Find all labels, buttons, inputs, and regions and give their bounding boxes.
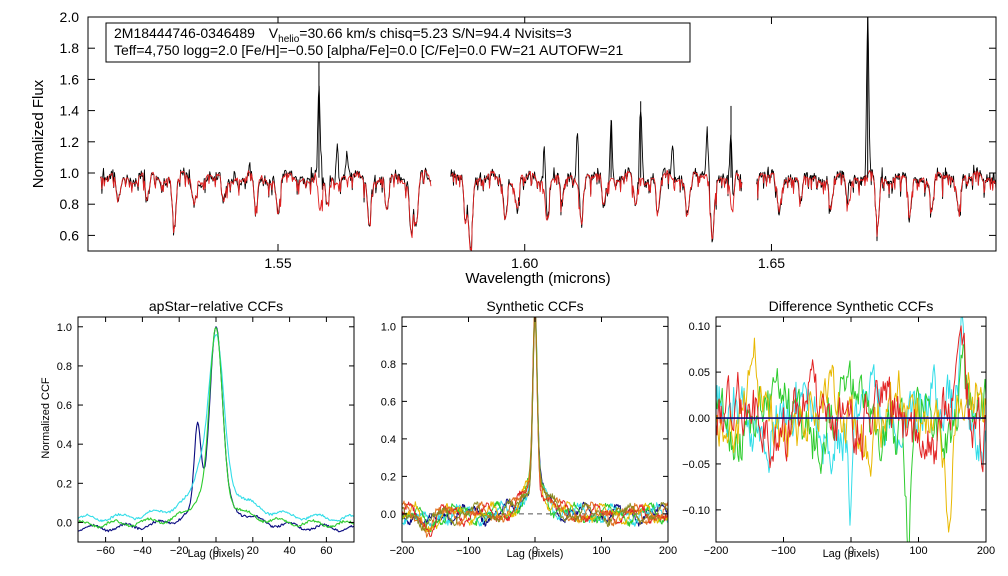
spectrum-y-tick-label: 1.0 <box>60 165 80 181</box>
synthetic-ccf-line <box>402 317 668 533</box>
apstar-ccf-x-tick-label: 20 <box>247 545 259 557</box>
difference-ccf-panel: Difference Synthetic CCFs −200 −100 0 100 20… <box>682 298 995 560</box>
apstar-ccf-y-axis-label: Normalized CCF <box>40 377 52 459</box>
spectrum-y-tick-label: 1.8 <box>60 40 80 56</box>
spectrum-y-axis-label: Normalized Flux <box>30 79 47 188</box>
synthetic-ccf-title: Synthetic CCFs <box>486 298 583 314</box>
difference-ccf-x-tick-label: −200 <box>704 545 729 557</box>
spectrum-y-tick-label: 0.6 <box>60 227 80 243</box>
spectrum-x-axis-label: Wavelength (microns) <box>465 270 610 287</box>
synthetic-ccf-y-tick-label: 0.6 <box>381 396 396 408</box>
difference-ccf-line <box>716 317 986 526</box>
difference-ccf-x-tick-label: −100 <box>771 545 796 557</box>
difference-ccf-line <box>716 343 986 542</box>
apstar-ccf-y-tick-label: 0.8 <box>57 361 72 373</box>
label-line-1: 2M18444746-0346489 Vhelio=30.66 km/s chi… <box>114 25 572 45</box>
difference-ccf-y-tick-label: 0.00 <box>689 413 710 425</box>
model-spectrum-line <box>99 169 432 239</box>
synthetic-ccf-x-tick-label: 100 <box>592 545 610 557</box>
difference-ccf-y-tick-label: 0.05 <box>689 367 710 379</box>
synthetic-ccf-x-tick-label: 200 <box>659 545 677 557</box>
apstar-ccf-y-tick-label: 0.2 <box>57 478 72 490</box>
apstar-ccf-title: apStar−relative CCFs <box>149 298 283 314</box>
difference-ccf-y-tick-label: −0.10 <box>682 505 710 517</box>
synthetic-ccf-panel: Synthetic CCFs −200 −100 0 100 200 0.0 0.2 0.4 0… <box>381 298 677 560</box>
synthetic-ccf-y-tick-label: 0.4 <box>381 434 396 446</box>
label-line-2: Teff=4,750 logg=2.0 [Fe/H]=−0.50 [alpha/… <box>114 42 623 58</box>
difference-ccf-y-tick-label: 0.10 <box>689 321 710 333</box>
apstar-ccf-line <box>78 326 354 529</box>
synthetic-ccf-line <box>402 317 668 528</box>
spectrum-plot-frame <box>87 16 997 252</box>
spectrum-x-tick-label: 1.55 <box>264 255 291 271</box>
apstar-ccf-x-tick-label: −60 <box>96 545 115 557</box>
difference-ccf-x-tick-label: 100 <box>909 545 927 557</box>
synthetic-ccf-line <box>402 317 668 532</box>
model-spectrum-line <box>756 170 996 237</box>
apstar-ccf-line <box>78 326 354 533</box>
apstar-ccf-x-tick-label: 40 <box>283 545 295 557</box>
difference-ccf-x-axis-label: Lag (pixels) <box>823 548 880 560</box>
apstar-ccf-panel: apStar−relative CCFs −60 −40 −20 0 20 40 60 0.0… <box>40 298 355 560</box>
spectrum-y-tick-label: 1.2 <box>60 134 80 150</box>
spectrum-x-tick-label: 1.60 <box>511 255 538 271</box>
spectrum-y-tick-label: 1.6 <box>60 71 80 87</box>
synthetic-ccf-x-axis-label: Lag (pixels) <box>507 548 564 560</box>
difference-ccf-y-tick-label: −0.05 <box>682 459 710 471</box>
spectrum-panel: 1.55 1.60 1.65 0.6 0.8 1.0 1.2 1.4 1.6 1.8 2.0 Nor… <box>30 9 997 287</box>
difference-ccf-x-tick-label: 200 <box>977 545 995 557</box>
synthetic-ccf-line <box>402 317 668 533</box>
difference-ccf-line <box>716 325 986 473</box>
apstar-ccf-y-tick-label: 0.6 <box>57 400 72 412</box>
synthetic-ccf-x-tick-label: −200 <box>390 545 415 557</box>
spectrum-y-tick-label: 2.0 <box>60 9 80 25</box>
synthetic-ccf-x-tick-label: 0 <box>532 545 538 557</box>
difference-ccf-title: Difference Synthetic CCFs <box>769 298 934 314</box>
apstar-ccf-x-tick-label: 60 <box>320 545 332 557</box>
apstar-ccf-line <box>78 334 354 523</box>
apstar-ccf-x-tick-label: 0 <box>213 545 219 557</box>
apstar-ccf-y-tick-label: 0.0 <box>57 517 72 529</box>
synthetic-ccf-x-tick-label: −100 <box>456 545 481 557</box>
apstar-ccf-x-tick-label: −40 <box>133 545 152 557</box>
apstar-ccf-y-tick-label: 1.0 <box>57 322 72 334</box>
star-id: 2M18444746-0346489 <box>114 25 255 41</box>
difference-ccf-x-tick-label: 0 <box>848 545 854 557</box>
model-spectrum-line <box>450 170 743 251</box>
synthetic-ccf-y-tick-label: 0.0 <box>381 509 396 521</box>
spectrum-x-tick-label: 1.65 <box>758 255 785 271</box>
synthetic-ccf-y-tick-label: 0.2 <box>381 471 396 483</box>
apstar-ccf-y-tick-label: 0.4 <box>57 439 72 451</box>
synthetic-ccf-y-tick-label: 1.0 <box>381 321 396 333</box>
spectrum-y-tick-label: 0.8 <box>60 196 80 212</box>
spectrum-y-tick-label: 1.4 <box>60 103 80 119</box>
synthetic-ccf-y-tick-label: 0.8 <box>381 359 396 371</box>
apstar-ccf-x-tick-label: −20 <box>170 545 189 557</box>
label-box <box>105 22 691 63</box>
apstar-ccf-x-axis-label: Lag (pixels) <box>188 548 245 560</box>
